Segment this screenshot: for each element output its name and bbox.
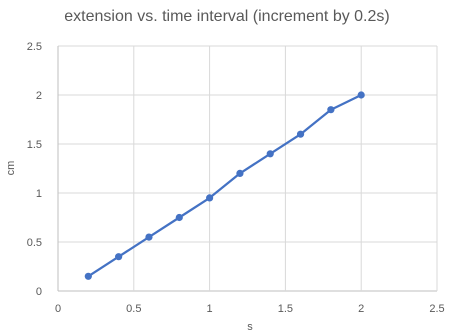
x-axis-title: s: [247, 321, 253, 333]
data-point: [145, 233, 153, 241]
x-tick-label: 0.5: [126, 303, 141, 315]
chart-title: extension vs. time interval (increment b…: [64, 8, 389, 25]
series-line: [87, 93, 363, 278]
data-point: [266, 150, 274, 158]
series-layer: [84, 91, 365, 280]
y-tick-label: 1: [36, 188, 42, 200]
y-tick-label: 2: [36, 90, 42, 102]
x-tick-label: 1.5: [278, 303, 293, 315]
y-tick-label: 0: [36, 286, 42, 298]
data-point: [327, 106, 335, 114]
tick-layer: 0 0.5 1 1.5 2 2.5 0 0.5 1 1.5 2 2.5: [27, 41, 445, 315]
x-tick-label: 2.5: [429, 303, 444, 315]
x-tick-label: 2: [358, 303, 364, 315]
data-point: [357, 91, 365, 99]
y-axis-title: cm: [5, 161, 17, 176]
grid-layer: [57, 45, 438, 292]
y-tick-label: 2.5: [27, 41, 42, 53]
data-point: [175, 213, 183, 222]
x-tick-label: 1: [207, 303, 213, 315]
y-tick-label: 0.5: [27, 237, 42, 249]
data-point: [236, 169, 244, 177]
y-tick-label: 1.5: [27, 139, 42, 151]
data-point: [115, 253, 123, 261]
x-tick-label: 0: [55, 303, 61, 315]
data-point: [296, 130, 305, 138]
data-point: [206, 194, 214, 202]
data-point: [84, 272, 92, 280]
